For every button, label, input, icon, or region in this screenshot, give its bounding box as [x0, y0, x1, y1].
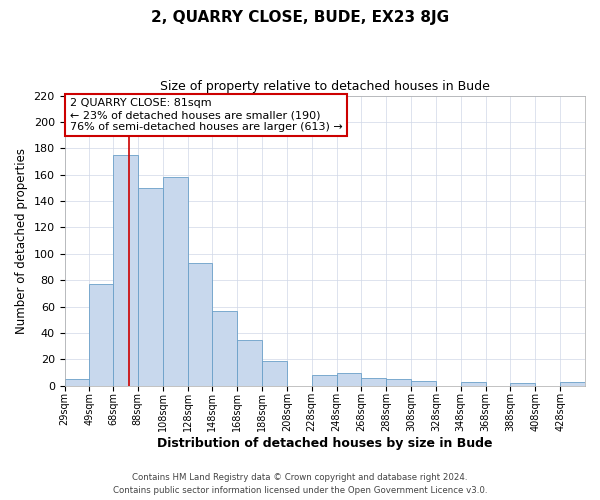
Bar [237, 340, 262, 386]
Bar [113, 155, 138, 386]
Bar [212, 310, 237, 386]
Bar [337, 372, 361, 386]
Bar [138, 188, 163, 386]
Bar [511, 383, 535, 386]
Bar [386, 379, 411, 386]
Text: 2 QUARRY CLOSE: 81sqm
← 23% of detached houses are smaller (190)
76% of semi-det: 2 QUARRY CLOSE: 81sqm ← 23% of detached … [70, 98, 343, 132]
Text: 2, QUARRY CLOSE, BUDE, EX23 8JG: 2, QUARRY CLOSE, BUDE, EX23 8JG [151, 10, 449, 25]
Bar [262, 361, 287, 386]
Bar [461, 382, 485, 386]
Bar [312, 376, 337, 386]
Bar [65, 379, 89, 386]
X-axis label: Distribution of detached houses by size in Bude: Distribution of detached houses by size … [157, 437, 493, 450]
Bar [560, 382, 585, 386]
Bar [361, 378, 386, 386]
Bar [411, 380, 436, 386]
Title: Size of property relative to detached houses in Bude: Size of property relative to detached ho… [160, 80, 490, 93]
Text: Contains HM Land Registry data © Crown copyright and database right 2024.
Contai: Contains HM Land Registry data © Crown c… [113, 474, 487, 495]
Y-axis label: Number of detached properties: Number of detached properties [15, 148, 28, 334]
Bar [89, 284, 113, 386]
Bar [163, 178, 188, 386]
Bar [188, 263, 212, 386]
